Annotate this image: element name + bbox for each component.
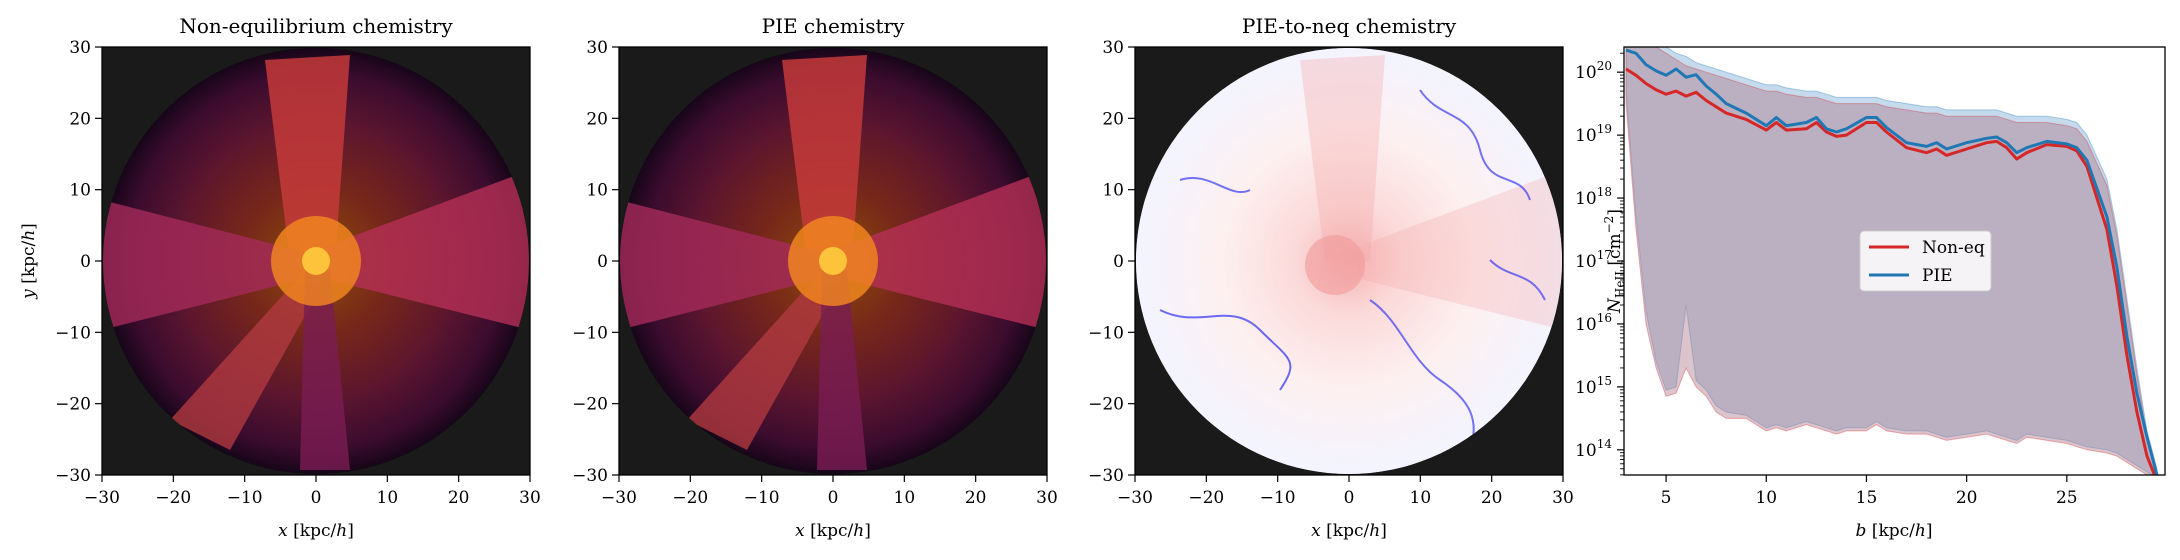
line-non-eq (1625, 67, 2157, 475)
x-tick-label: 20 (965, 488, 987, 508)
x-tick-label: −20 (672, 488, 708, 508)
filament-plume-bottom (300, 270, 350, 470)
y-tick-label: 1020 (1575, 59, 1612, 83)
y-axis-label-panel-4: NHeII [cm−2] (1602, 209, 1627, 314)
y-tick-label: 1017 (1575, 248, 1612, 272)
legend-label-non-eq: Non-eq (1922, 238, 1985, 258)
negative-contour (1159, 309, 1292, 391)
y-tick-label: 10 (69, 181, 91, 201)
y-tick-label: −20 (55, 395, 91, 415)
y-tick-label: −30 (572, 466, 608, 486)
y-axis-label-panel-1: y [kpc/h] (19, 223, 39, 300)
positive-region (1300, 55, 1385, 261)
filament-plume-left (620, 200, 833, 330)
y-tick-label: 10 (1102, 181, 1124, 201)
y-tick-label: −10 (55, 323, 91, 343)
x-tick-label: 30 (519, 488, 541, 508)
negative-contour (1489, 259, 1546, 301)
x-tick-label: 5 (1661, 488, 1672, 508)
y-tick-label: 10 (586, 181, 608, 201)
y-tick-label: 20 (1102, 109, 1124, 129)
x-tick-label: 20 (1481, 488, 1503, 508)
x-axis-label-panel-3: x [kpc/h] (1311, 521, 1387, 541)
line-pie (1625, 48, 2159, 475)
y-tick-label: 30 (586, 38, 608, 58)
x-tick-label: 10 (1410, 488, 1432, 508)
x-tick-label: 10 (377, 488, 399, 508)
x-axis-label-panel-1: x [kpc/h] (278, 521, 354, 541)
y-tick-label: −20 (1088, 395, 1124, 415)
x-tick-label: 0 (311, 488, 322, 508)
x-tick-label: 0 (828, 488, 839, 508)
x-tick-label: 0 (1344, 488, 1355, 508)
y-tick-label: −20 (572, 395, 608, 415)
core-bright (302, 247, 330, 275)
x-tick-label: 20 (1956, 488, 1978, 508)
y-tick-label: 0 (1113, 252, 1124, 272)
legend: Non-eq PIE (1859, 230, 1992, 292)
panel-ratio-map: PIE-to-neq chemistry (1135, 14, 1563, 475)
filament-plume-bottom-left (170, 265, 325, 450)
x-tick-label: 30 (1036, 488, 1058, 508)
y-tick-label: 1015 (1575, 374, 1612, 398)
ratio-structures (1136, 48, 1562, 474)
filament-plume-right (316, 170, 529, 330)
x-axis-label-panel-4: b [kpc/h] (1856, 521, 1933, 541)
y-tick-label: 1016 (1575, 311, 1612, 335)
y-tick-label: 1019 (1575, 122, 1612, 146)
positive-region (1349, 170, 1562, 330)
filament-plume-top (782, 55, 867, 261)
x-tick-label: −20 (155, 488, 191, 508)
x-tick-label: −30 (601, 488, 637, 508)
core-bright (819, 247, 847, 275)
x-tick-label: 25 (2056, 488, 2078, 508)
y-tick-label: −10 (572, 323, 608, 343)
filament-plume-top (265, 55, 350, 261)
panel-title: PIE-to-neq chemistry (1242, 14, 1457, 38)
panel-column-density: Non-eq PIE (1623, 46, 2166, 476)
y-tick-label: 1018 (1575, 185, 1612, 209)
x-tick-label: −20 (1188, 488, 1224, 508)
filament-plume-left (103, 200, 316, 330)
x-tick-label: −30 (84, 488, 120, 508)
x-tick-label: 20 (448, 488, 470, 508)
y-tick-label: −30 (1088, 466, 1124, 486)
y-tick-label: 1014 (1575, 437, 1612, 461)
x-tick-label: −10 (744, 488, 780, 508)
filament-plume-bottom-left (687, 265, 842, 450)
x-axis-label-panel-2: x [kpc/h] (795, 521, 871, 541)
legend-label-pie: PIE (1922, 266, 1953, 286)
negative-contour (1179, 177, 1251, 193)
y-tick-label: 30 (1102, 38, 1124, 58)
gas-structures (620, 48, 1046, 474)
x-tick-label: −10 (1260, 488, 1296, 508)
y-tick-label: −10 (1088, 323, 1124, 343)
gas-structures (103, 48, 529, 474)
y-tick-label: 20 (586, 109, 608, 129)
x-tick-label: 10 (894, 488, 916, 508)
x-tick-label: −10 (227, 488, 263, 508)
x-tick-label: 15 (1856, 488, 1878, 508)
y-tick-label: −30 (55, 466, 91, 486)
filament-plume-right (833, 170, 1046, 330)
panel-non-eq-map: Non-equilibrium chemistry (102, 14, 530, 475)
panel-pie-map: PIE chemistry (619, 14, 1047, 475)
y-tick-label: 20 (69, 109, 91, 129)
panel-title: PIE chemistry (762, 14, 905, 38)
y-tick-label: 30 (69, 38, 91, 58)
filament-plume-bottom (817, 270, 867, 470)
y-tick-label: 0 (597, 252, 608, 272)
median-lines (1625, 48, 2159, 475)
panel-title: Non-equilibrium chemistry (179, 14, 453, 38)
negative-contour (1369, 299, 1475, 451)
x-tick-label: 30 (1552, 488, 1574, 508)
negative-contour (1419, 89, 1531, 201)
core-positive (1305, 235, 1365, 295)
x-tick-label: 10 (1755, 488, 1777, 508)
y-tick-label: 0 (80, 252, 91, 272)
x-tick-label: −30 (1117, 488, 1153, 508)
